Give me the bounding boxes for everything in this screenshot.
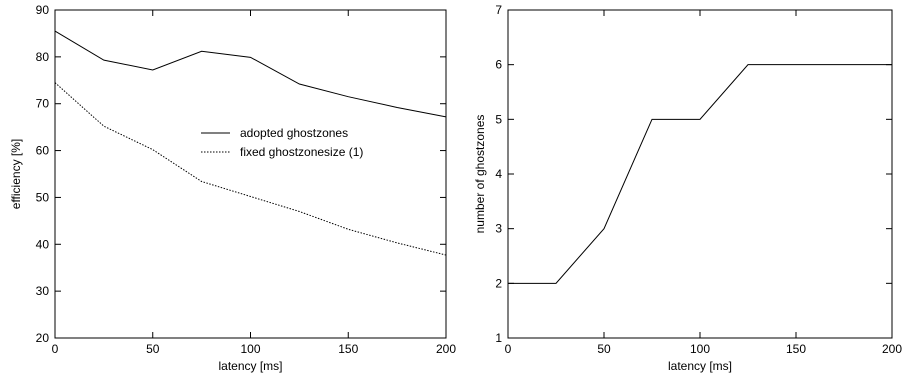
ghostzones-x-tick-label: 150	[786, 342, 806, 356]
ghostzones-y-tick-label: 6	[495, 58, 502, 72]
efficiency-series	[54, 30, 447, 256]
efficiency-y-tick-label: 50	[36, 190, 50, 204]
efficiency-y-tick-label: 30	[36, 284, 50, 298]
efficiency-ticks: 0 50 100 150 200 20 30 40 50 60 70 80 90	[36, 3, 457, 356]
efficiency-plot-frame	[54, 9, 447, 339]
legend-label-0: adopted ghostzones	[240, 126, 348, 140]
legend-label-1: fixed ghostzonesize (1)	[240, 145, 363, 159]
efficiency-series-line-1	[54, 82, 447, 256]
efficiency-series-line-0	[54, 30, 447, 118]
ghostzones-x-tick-label: 50	[597, 342, 611, 356]
ghostzones-y-axis-label: number of ghostzones	[473, 115, 487, 234]
efficiency-x-tick-label: 0	[52, 342, 59, 356]
ghostzones-y-tick-label: 4	[495, 167, 502, 181]
efficiency-y-tick-label: 20	[36, 331, 50, 345]
ghostzones-x-tick-label: 0	[505, 342, 512, 356]
ghostzones-plot-frame	[507, 9, 893, 339]
efficiency-x-tick-label: 50	[146, 342, 160, 356]
ghostzones-y-tick-label: 1	[495, 331, 502, 345]
efficiency-x-tick-label: 100	[240, 342, 260, 356]
efficiency-y-tick-label: 90	[36, 3, 50, 17]
efficiency-x-tick-label: 200	[436, 342, 456, 356]
ghostzones-series	[508, 64, 892, 284]
efficiency-x-tick-label: 150	[338, 342, 358, 356]
efficiency-chart: 0 50 100 150 200 20 30 40 50 60 70 80 90 adopted gho…	[9, 3, 456, 373]
ghostzones-chart: 0 50 100 150 200 1 2 3 4 5 6 7 latency [ms] number …	[473, 3, 902, 373]
ghostzones-series-line-0	[508, 64, 892, 284]
efficiency-legend: adopted ghostzones fixed ghostzonesize (1…	[201, 126, 363, 159]
ghostzones-y-tick-label: 5	[495, 112, 502, 126]
ghostzones-y-tick-label: 3	[495, 222, 502, 236]
ghostzones-x-tick-label: 100	[690, 342, 710, 356]
ghostzones-x-tick-label: 200	[882, 342, 902, 356]
efficiency-y-tick-label: 60	[36, 144, 50, 158]
efficiency-y-axis-label: efficiency [%]	[9, 139, 23, 209]
efficiency-y-tick-label: 70	[36, 97, 50, 111]
ghostzones-y-tick-label: 2	[495, 276, 502, 290]
efficiency-x-axis-label: latency [ms]	[218, 359, 282, 373]
ghostzones-ticks: 0 50 100 150 200 1 2 3 4 5 6 7	[495, 3, 902, 356]
efficiency-y-tick-label: 40	[36, 237, 50, 251]
ghostzones-y-tick-label: 7	[495, 3, 502, 17]
ghostzones-x-axis-label: latency [ms]	[668, 359, 732, 373]
efficiency-y-tick-label: 80	[36, 50, 50, 64]
